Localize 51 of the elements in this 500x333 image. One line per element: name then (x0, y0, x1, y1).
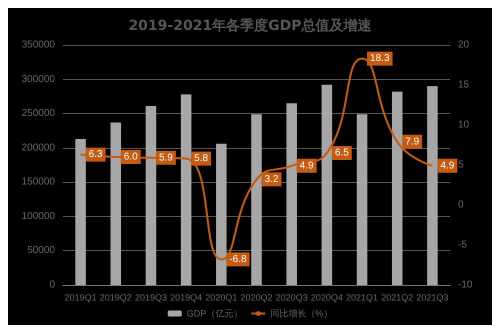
bar (427, 86, 438, 285)
legend-label: GDP（亿元） (186, 308, 242, 318)
y-tick-label: 300000 (22, 74, 56, 85)
data-label: 18.3 (370, 53, 390, 64)
bar (286, 103, 297, 285)
y-tick-label: 250000 (22, 108, 56, 120)
bar (322, 84, 332, 285)
bar (356, 114, 368, 285)
y2-tick-label: -10 (458, 280, 473, 290)
y2-tick-label: 0 (458, 200, 464, 210)
x-tick-label: 2020Q2 (240, 292, 273, 302)
x-tick-label: 2020Q3 (276, 292, 308, 302)
x-tick-label: 2021Q3 (416, 292, 448, 302)
y-tick-label: 200000 (22, 142, 56, 154)
bar (110, 122, 122, 285)
y-tick-label: 350000 (22, 40, 56, 50)
bar (392, 92, 403, 285)
data-label: 7.9 (405, 136, 420, 148)
legend-label: 同比增长（%） (270, 308, 332, 318)
y2-tick-label: 10 (458, 120, 470, 130)
y-tick-label: 0 (49, 280, 56, 290)
x-tick-label: 2019Q4 (170, 292, 202, 302)
data-label: 5.8 (194, 153, 208, 164)
chart-title: 2019-2021年各季度GDP总值及增速 (128, 17, 373, 34)
bar (180, 94, 192, 285)
bar (216, 144, 227, 285)
data-label: -6.8 (229, 254, 247, 265)
y-tick-label: 100000 (22, 210, 56, 222)
bar (75, 138, 86, 285)
bar (251, 114, 262, 285)
data-label: 6.5 (334, 148, 350, 158)
y2-tick-label: 15 (458, 80, 470, 90)
data-label: 6.0 (124, 152, 138, 162)
x-tick-label: 2020Q1 (205, 292, 238, 302)
x-tick-label: 2019Q1 (64, 292, 97, 302)
data-label: 4.9 (300, 160, 314, 172)
x-tick-label: 2019Q3 (134, 292, 167, 302)
data-label: 5.9 (158, 152, 174, 164)
y-tick-label: 50000 (27, 245, 56, 256)
data-label: 3.2 (264, 174, 279, 185)
y2-tick-label: 20 (458, 40, 470, 50)
y2-tick-label: -5 (458, 240, 468, 250)
data-label: 4.9 (440, 160, 455, 172)
y2-tick-label: 5 (458, 160, 464, 170)
data-label: 6.3 (88, 149, 103, 160)
y-tick-label: 150000 (22, 176, 56, 188)
x-tick-label: 2021Q2 (381, 292, 414, 302)
x-tick-label: 2021Q1 (346, 292, 378, 302)
x-tick-label: 2019Q2 (100, 292, 132, 302)
bar (146, 106, 156, 285)
x-tick-label: 2020Q4 (310, 292, 343, 302)
